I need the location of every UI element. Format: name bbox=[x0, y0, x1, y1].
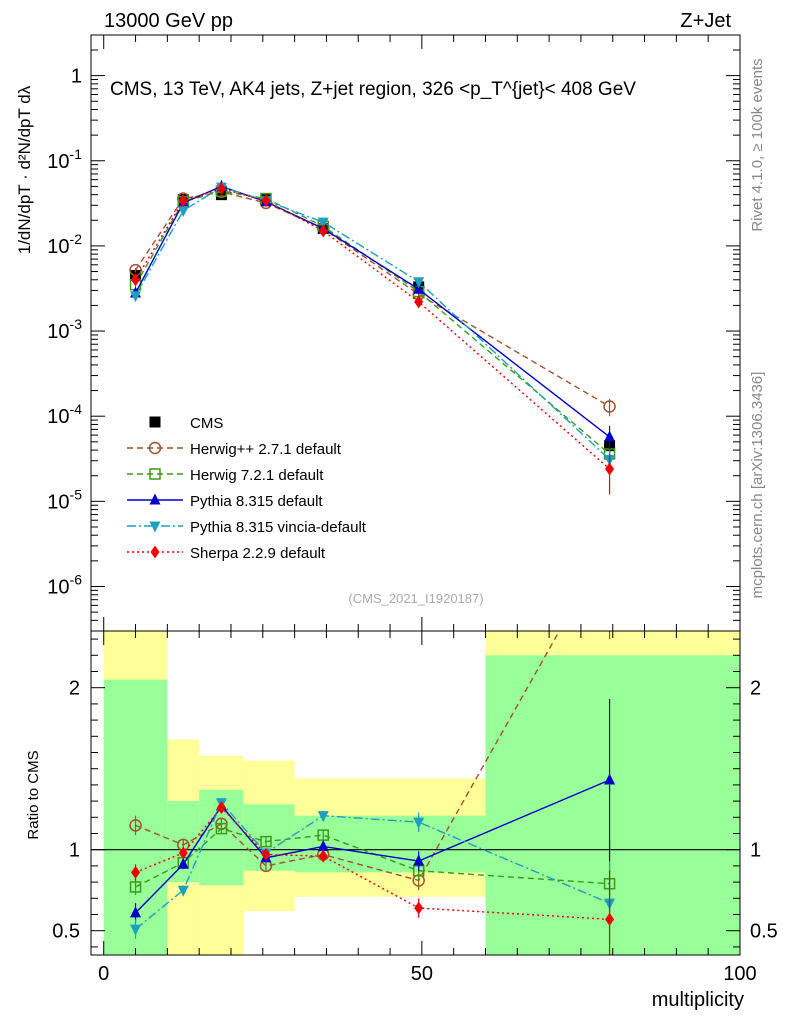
main-y-axis-label: 1/dN/dpT · d²N/dpT dλ bbox=[15, 85, 34, 254]
legend-label: Pythia 8.315 default bbox=[190, 493, 323, 510]
main-data-point bbox=[413, 277, 425, 289]
ratio-data-point bbox=[317, 829, 329, 841]
ratio-y-tick-label: 0.5 bbox=[750, 921, 778, 943]
legend-label: CMS bbox=[190, 415, 223, 432]
ratio-y-axis-label: Ratio to CMS bbox=[25, 750, 42, 839]
legend-marker bbox=[149, 416, 161, 428]
main-y-tick-label: 10-2 bbox=[47, 231, 82, 258]
mcplots-label: mcplots.cern.ch [arXiv:1306.3436] bbox=[749, 372, 766, 599]
ratio-data-point bbox=[260, 835, 272, 848]
legend-entry: Sherpa 2.2.9 default bbox=[127, 545, 326, 562]
main-y-tick-label: 10-4 bbox=[47, 401, 82, 428]
main-plot-title: CMS, 13 TeV, AK4 jets, Z+jet region, 326… bbox=[110, 79, 636, 100]
ratio-data-point bbox=[317, 839, 329, 851]
ratio-data-point bbox=[414, 901, 424, 915]
ratio-data-point bbox=[317, 811, 329, 823]
ratio-y-tick-label: 1 bbox=[750, 840, 761, 862]
main-series-3 bbox=[130, 179, 616, 453]
ratio-y-tick-label: 2 bbox=[69, 678, 80, 700]
energy-label: 13000 GeV pp bbox=[104, 10, 233, 32]
legend-label: Sherpa 2.2.9 default bbox=[190, 545, 326, 562]
ratio-data-point bbox=[130, 906, 142, 918]
main-data-point bbox=[178, 194, 188, 208]
watermark-label: (CMS_2021_I1920187) bbox=[348, 591, 483, 606]
ratio-data-point bbox=[413, 817, 425, 829]
main-data-point bbox=[604, 430, 616, 442]
ratio-y-tick-label: 1 bbox=[69, 840, 80, 862]
main-data-point bbox=[413, 282, 425, 294]
ratio-data-point bbox=[129, 819, 142, 832]
legend-label: Herwig 7.2.1 default bbox=[190, 467, 324, 484]
x-tick-label: 50 bbox=[411, 963, 433, 985]
main-series-1 bbox=[129, 185, 616, 417]
legend-marker bbox=[149, 468, 161, 480]
ratio-y-tick-label: 0.5 bbox=[52, 921, 80, 943]
main-plot-frame bbox=[90, 34, 741, 632]
ratio-series-4 bbox=[131, 801, 615, 955]
process-label: Z+Jet bbox=[680, 10, 731, 32]
ratio-axis-ticks: 0.5 0.5 1 1 2 2 0 50 100 bbox=[52, 631, 778, 985]
ratio-plot-panel: 0.5 0.5 1 1 2 2 0 50 100 Ratio to CMS multiplici… bbox=[25, 536, 778, 1011]
ratio-data-point bbox=[413, 854, 425, 866]
ratio-plot-frame bbox=[90, 630, 741, 956]
ratio-data-point bbox=[129, 881, 142, 893]
main-data-point bbox=[261, 194, 271, 208]
x-axis-label: multiplicity bbox=[652, 989, 744, 1011]
legend-marker bbox=[149, 521, 161, 533]
ratio-data-point bbox=[605, 912, 615, 926]
legend-entry: Herwig++ 2.7.1 default bbox=[127, 441, 342, 458]
main-data-point bbox=[317, 217, 329, 229]
main-y-tick-label: 10-6 bbox=[47, 571, 82, 598]
x-tick-label: 0 bbox=[98, 963, 109, 985]
legend-entry: Pythia 8.315 default bbox=[127, 493, 323, 510]
main-series-line bbox=[134, 191, 610, 408]
ratio-y-tick-label: 2 bbox=[750, 678, 761, 700]
main-data-point bbox=[318, 224, 328, 238]
ratio-band-green bbox=[294, 815, 391, 873]
main-data-point bbox=[414, 295, 424, 309]
ratio-data-point bbox=[604, 773, 616, 785]
legend-marker bbox=[149, 493, 161, 505]
ratio-data-point bbox=[215, 822, 228, 835]
legend-entry: Herwig 7.2.1 default bbox=[127, 467, 324, 484]
main-y-tick-label: 1 bbox=[71, 66, 82, 88]
main-data-point bbox=[131, 273, 141, 287]
main-data-point bbox=[130, 291, 142, 303]
legend-entry: Pythia 8.315 vincia-default bbox=[127, 519, 367, 536]
legend-marker bbox=[150, 545, 160, 559]
legend-entry: CMS bbox=[149, 415, 223, 432]
ratio-data-point bbox=[604, 536, 615, 547]
ratio-data-point bbox=[178, 846, 188, 860]
legend: CMS Herwig++ 2.7.1 default Herwig 7.2.1 de… bbox=[127, 415, 367, 562]
main-axis-ticks: 10-6 10-5 10-4 10-3 10-2 10-1 1 bbox=[47, 34, 741, 632]
main-data-point bbox=[603, 400, 616, 413]
rivet-label: Rivet 4.1.0, ≥ 100k events bbox=[749, 58, 766, 231]
ratio-data-point bbox=[216, 801, 226, 815]
ratio-data-point bbox=[130, 924, 142, 936]
ratio-data-point bbox=[177, 885, 189, 897]
main-data-point bbox=[605, 462, 615, 476]
main-data-point bbox=[177, 206, 189, 218]
main-data-point bbox=[216, 182, 226, 196]
main-series-5 bbox=[131, 182, 615, 495]
legend-label: Pythia 8.315 vincia-default bbox=[190, 519, 367, 536]
main-series-group bbox=[129, 179, 616, 495]
main-y-tick-label: 10-1 bbox=[47, 146, 82, 173]
main-plot-panel: CMS, 13 TeV, AK4 jets, Z+jet region, 326… bbox=[15, 34, 741, 632]
ratio-band-green bbox=[485, 655, 740, 955]
main-y-tick-label: 10-3 bbox=[47, 316, 82, 343]
ratio-data-point bbox=[318, 849, 328, 863]
ratio-data-point bbox=[177, 857, 189, 869]
ratio-data-point bbox=[261, 848, 271, 862]
main-series-line bbox=[134, 185, 610, 438]
x-tick-label: 100 bbox=[723, 963, 756, 985]
main-y-tick-label: 10-5 bbox=[47, 486, 82, 513]
ratio-data-point bbox=[131, 865, 141, 879]
legend-marker bbox=[148, 441, 162, 455]
ratio-series-group bbox=[129, 536, 616, 955]
legend-label: Herwig++ 2.7.1 default bbox=[190, 441, 342, 458]
